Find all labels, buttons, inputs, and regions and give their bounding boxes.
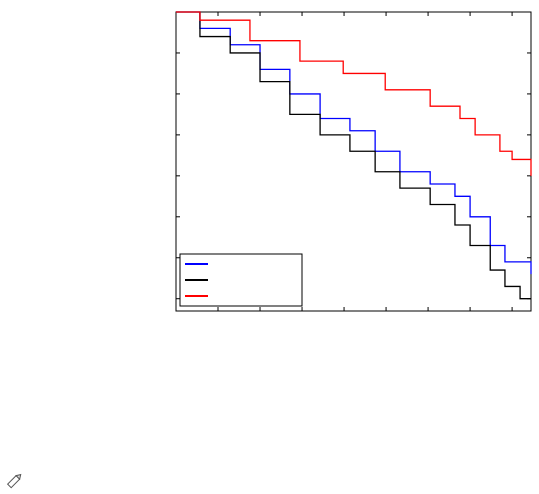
edit-icon[interactable]	[6, 473, 23, 489]
pencil-tip	[15, 473, 22, 481]
legend-box	[179, 253, 303, 307]
legend	[179, 253, 303, 307]
survival-curve	[176, 11, 531, 300]
survival-curve	[176, 11, 532, 176]
